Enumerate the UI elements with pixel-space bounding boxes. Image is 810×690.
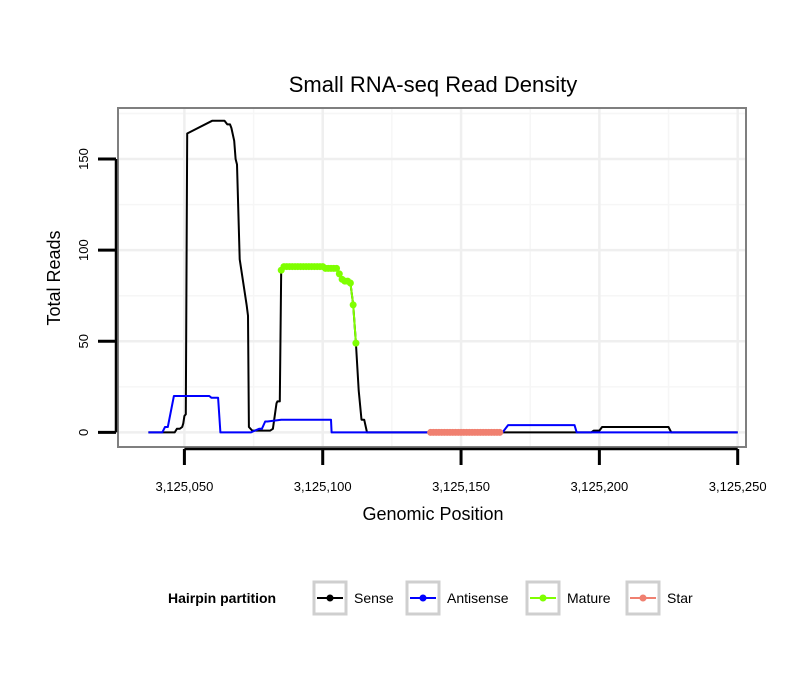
mature-point (335, 270, 343, 278)
y-axis-title: Total Reads (44, 230, 64, 325)
chart-title: Small RNA-seq Read Density (289, 72, 578, 97)
mature-legend-label: Mature (567, 590, 611, 606)
mature-point (346, 279, 354, 287)
x-tick-label: 3,125,100 (294, 479, 352, 494)
y-tick-label: 50 (76, 334, 91, 348)
sense-legend-label: Sense (354, 590, 394, 606)
mature-point (349, 301, 357, 309)
x-tick-label: 3,125,250 (709, 479, 767, 494)
sense-legend-point (326, 594, 334, 602)
x-tick-label: 3,125,200 (570, 479, 628, 494)
antisense-legend-point (419, 594, 427, 602)
plot-panel-border (117, 107, 747, 448)
legend-title: Hairpin partition (168, 590, 276, 606)
x-tick-label: 3,125,150 (432, 479, 490, 494)
legend: Hairpin partition Sense Antisense Mature St… (168, 580, 693, 616)
antisense-series-line (148, 395, 738, 434)
mature-point (352, 339, 360, 347)
sense-series-line (148, 119, 738, 434)
mature-point (333, 264, 341, 272)
star-legend-label: Star (667, 590, 693, 606)
x-axis-title: Genomic Position (362, 504, 503, 524)
y-tick-label: 100 (76, 239, 91, 261)
star-legend-point (639, 594, 647, 602)
x-tick-label: 3,125,050 (155, 479, 213, 494)
axes: 3,125,050 3,125,100 3,125,150 3,125,200 3,12… (76, 148, 767, 494)
star-point (496, 428, 504, 436)
series-layer (148, 119, 738, 436)
y-tick-label: 0 (76, 429, 91, 436)
grid (118, 108, 746, 447)
y-tick-label: 150 (76, 148, 91, 170)
mature-legend-point (539, 594, 547, 602)
antisense-legend-label: Antisense (447, 590, 509, 606)
